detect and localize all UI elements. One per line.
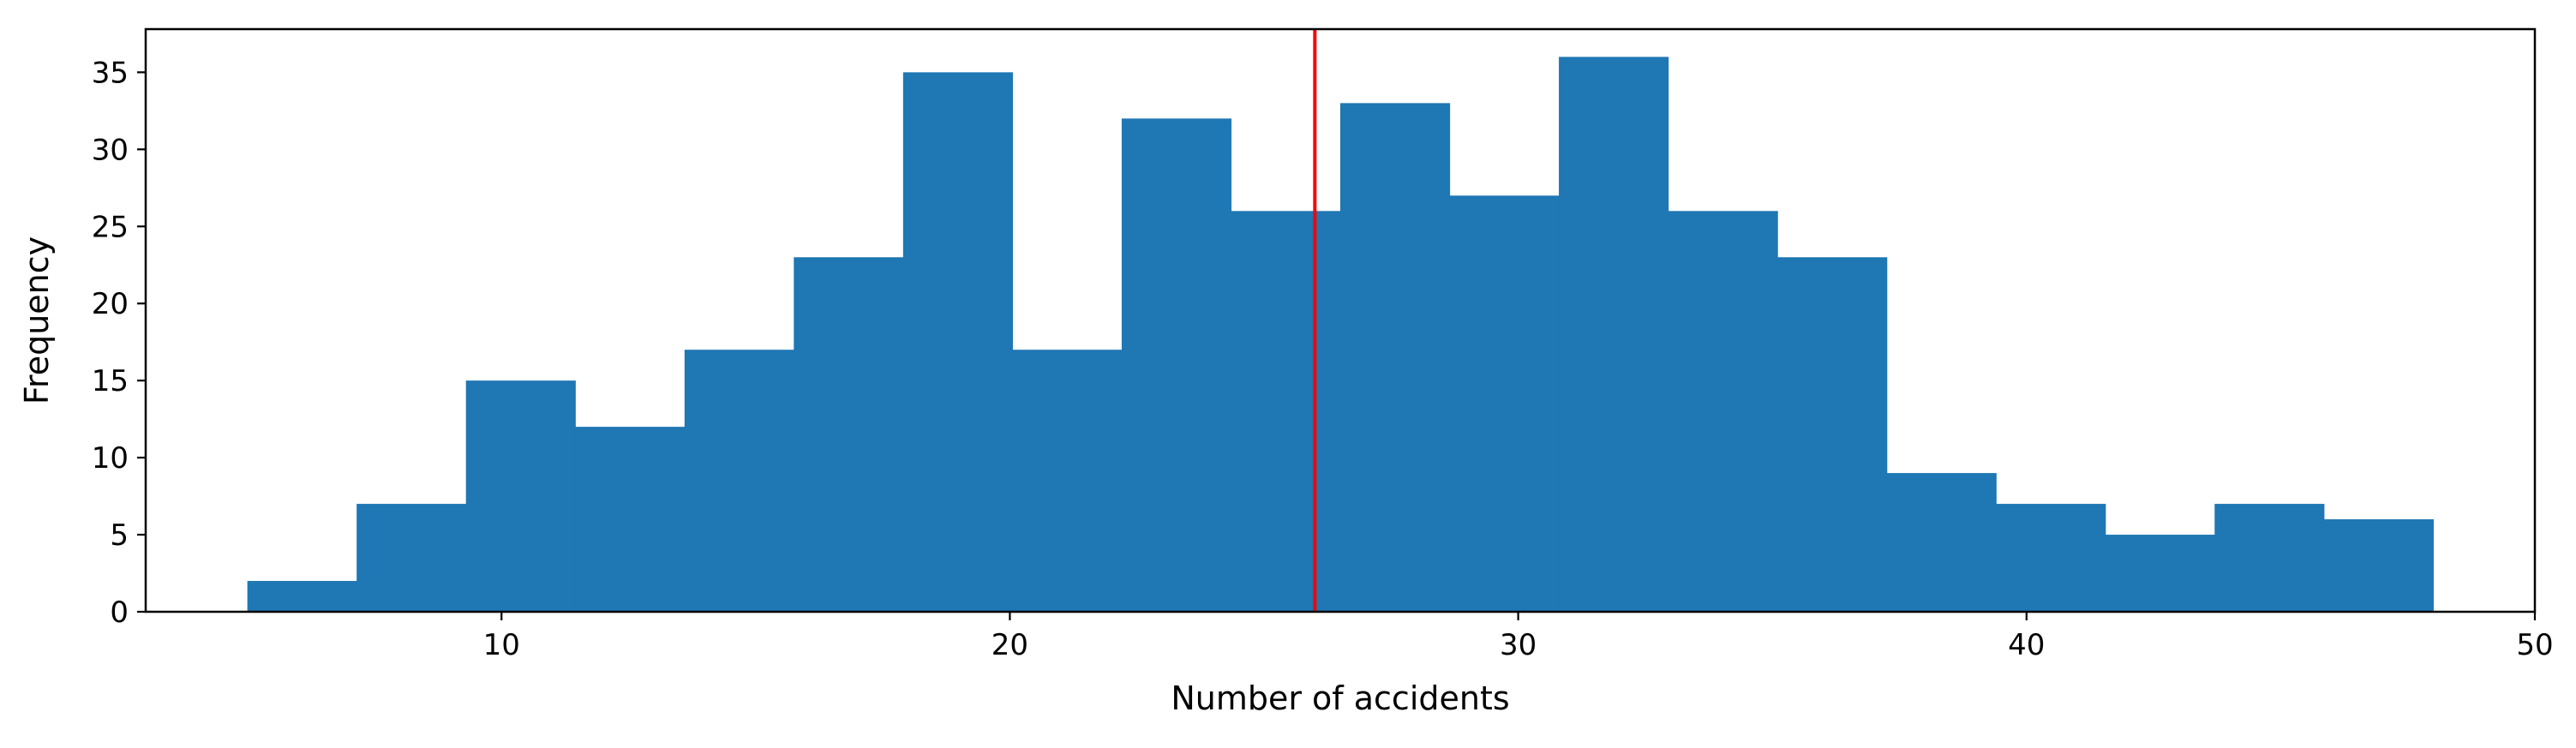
x-tick-label: 30 <box>1500 628 1537 662</box>
histogram-bar <box>2214 504 2325 612</box>
y-tick-label: 10 <box>92 441 129 476</box>
histogram-bar <box>1559 57 1669 612</box>
histogram-bar <box>794 257 904 612</box>
histogram-bar <box>1340 103 1451 613</box>
y-tick-label: 30 <box>92 133 129 167</box>
y-tick-label: 0 <box>110 595 129 630</box>
histogram-bar <box>1886 473 1997 612</box>
histogram-bar <box>575 427 686 612</box>
x-tick-label: 50 <box>2516 628 2553 662</box>
histogram-bar <box>684 350 794 612</box>
x-axis-ticks: 10 20 30 40 50 <box>483 612 2554 662</box>
y-axis-label: Frequency <box>18 236 56 404</box>
histogram-bar <box>902 72 1013 613</box>
histogram-bar <box>247 581 357 612</box>
y-tick-label: 5 <box>110 518 129 553</box>
plot-frame <box>144 27 2537 613</box>
y-axis-ticks: 0 5 10 15 20 25 30 35 <box>92 56 146 630</box>
y-tick-label: 35 <box>92 56 129 90</box>
x-axis-label: Number of accidents <box>1171 679 1509 717</box>
histogram-bar <box>1668 211 1778 612</box>
x-tick-label: 10 <box>483 628 520 662</box>
histogram-bar <box>356 504 467 612</box>
histogram-bar <box>2323 519 2434 612</box>
histogram-bar <box>465 380 576 612</box>
y-tick-label: 20 <box>92 287 129 321</box>
x-tick-label: 40 <box>2008 628 2045 662</box>
histogram-bar <box>2105 535 2215 612</box>
histogram-bar <box>1012 350 1123 612</box>
histogram-bar <box>1231 211 1341 612</box>
histogram-bar <box>1449 195 1560 613</box>
bars-layer <box>247 57 2434 613</box>
y-tick-label: 15 <box>92 364 129 398</box>
histogram-bar <box>1121 118 1232 612</box>
histogram-bar <box>1996 504 2106 612</box>
histogram-bar <box>1777 257 1888 612</box>
y-tick-label: 25 <box>92 210 129 244</box>
x-tick-label: 20 <box>991 628 1028 662</box>
